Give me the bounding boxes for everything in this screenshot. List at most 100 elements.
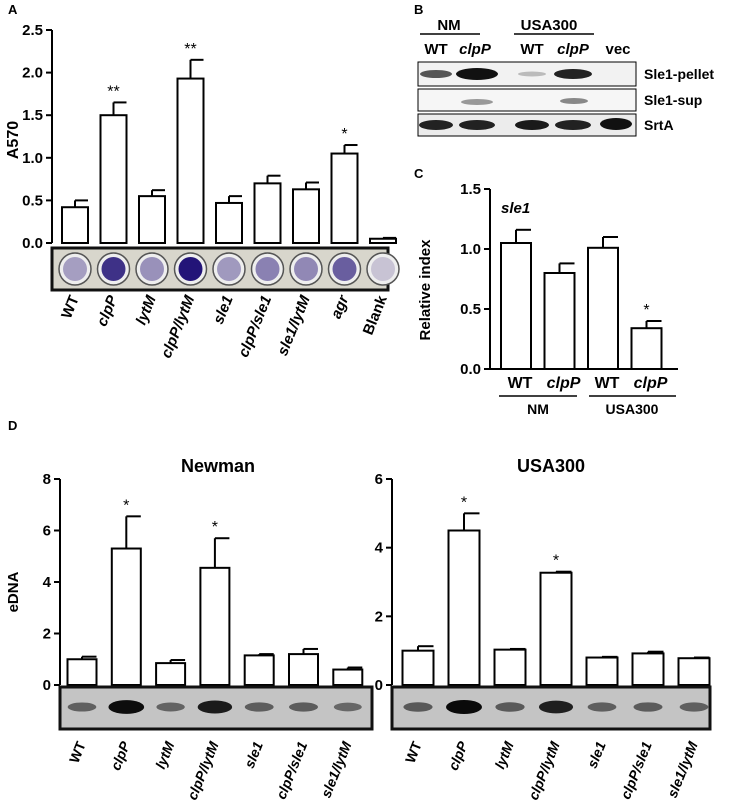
- gel-band: [538, 700, 574, 714]
- d-usa300-x-label: WT: [402, 739, 425, 766]
- blot-lane-1: WT: [424, 41, 447, 58]
- a-significance: **: [107, 83, 119, 100]
- a-x-label: clpP: [94, 292, 122, 329]
- well-stain: [294, 257, 318, 281]
- d-usa300-bar: [631, 652, 665, 686]
- band: [419, 120, 453, 130]
- a-y-tick-label: 2.0: [22, 65, 43, 82]
- d-usa300-y-tick-label: 4: [375, 540, 384, 557]
- gel-band: [495, 702, 525, 712]
- a-bar: [138, 195, 166, 244]
- gel-band: [333, 702, 362, 712]
- a-x-label: clpP/sle1: [235, 293, 275, 360]
- d-newman-bar: [155, 662, 187, 686]
- panel-c-chart: Relative index sle1 0.0 0.5 1.0 1.5 * WT clp…: [417, 181, 678, 417]
- well-stain: [178, 257, 203, 281]
- a-significance: *: [341, 126, 347, 143]
- d-newman-x-label: WT: [66, 739, 89, 766]
- panel-c-ylabel: Relative index: [417, 239, 434, 341]
- d-usa300-x-label: sle1: [584, 739, 609, 770]
- c-group-nm: NM: [527, 401, 549, 417]
- d-usa300-bar: [677, 657, 711, 686]
- blot-lane-3: WT: [520, 41, 543, 58]
- d-usa300-significance: *: [461, 494, 467, 511]
- panel-letter-c: C: [414, 166, 424, 181]
- c-group-usa300: USA300: [606, 401, 659, 417]
- d-newman-significance: *: [212, 519, 218, 536]
- blot-row-label-srta: SrtA: [644, 117, 674, 133]
- gel-band: [156, 702, 185, 712]
- d-usa300-x-label: clpP: [445, 739, 471, 773]
- d-usa300-bar: [401, 649, 435, 687]
- panel-a-chart: A570 0.00.51.01.52.02.5 ***** WT clpP lytM…: [5, 22, 400, 361]
- a-x-label: sle1: [210, 293, 237, 326]
- gel-band: [197, 700, 233, 714]
- band: [555, 120, 591, 130]
- band: [420, 70, 452, 78]
- a-y-tick-label: 0.5: [22, 192, 43, 209]
- d-usa300-bar: [447, 529, 481, 686]
- well-stain: [255, 257, 280, 281]
- a-y-tick-label: 2.5: [22, 22, 43, 39]
- a-y-tick-label: 0.0: [22, 235, 43, 252]
- gel-band: [244, 702, 274, 712]
- a-bar: [215, 201, 243, 244]
- c-y-tick-label: 0.5: [460, 301, 481, 318]
- d-newman-significance: *: [123, 497, 129, 514]
- gel-band: [679, 702, 709, 712]
- well-stain: [101, 257, 126, 281]
- d-newman-x-label: clpP: [107, 739, 133, 773]
- c-y-tick-label: 1.0: [460, 241, 481, 258]
- d-newman-y-tick-label: 2: [43, 626, 51, 643]
- a-x-label: WT: [58, 293, 83, 321]
- d-usa300-x-label: clpP/sle1: [617, 739, 655, 801]
- band: [456, 68, 498, 80]
- well-stain: [217, 257, 241, 281]
- c-x-label: clpP: [634, 375, 668, 392]
- d-usa300-bar: [539, 571, 573, 686]
- gel-band: [289, 702, 318, 712]
- band: [518, 71, 546, 77]
- d-newman-y-tick-label: 0: [43, 677, 51, 694]
- gel-band: [67, 702, 97, 712]
- blot-lane-4: clpP: [557, 41, 590, 58]
- gel-band: [587, 702, 617, 712]
- d-usa300-x-label: lytM: [491, 739, 516, 771]
- band: [600, 118, 632, 130]
- d-newman-x-label: clpP/lytM: [184, 739, 222, 802]
- c-significance: *: [643, 302, 649, 319]
- d-newman-x-label: sle1: [241, 739, 266, 770]
- blot-row-label-sup: Sle1-sup: [644, 92, 702, 108]
- band: [554, 69, 592, 79]
- panel-letter-a: A: [8, 2, 18, 17]
- panel-a-ylabel: A570: [5, 121, 22, 159]
- panel-d-left-title: Newman: [181, 456, 255, 476]
- panel-b-blot: NM USA300 WT clpP WT clpP vec Sle1-pelle…: [417, 17, 714, 137]
- panel-d-ylabel: eDNA: [5, 571, 22, 612]
- d-newman-bar: [199, 566, 231, 687]
- panel-d-charts: eDNA Newman USA300 0 2 4 6 8 * * 0 2 4 6 * * WT clpP…: [5, 456, 712, 802]
- a-bar: [99, 114, 128, 244]
- a-bar: [176, 77, 205, 245]
- well-stain: [63, 257, 87, 281]
- a-significance: **: [184, 41, 196, 58]
- d-usa300-bar: [493, 648, 527, 686]
- well-stain: [332, 257, 357, 281]
- c-y-tick-label: 0.0: [460, 361, 481, 378]
- d-newman-bar: [66, 658, 98, 686]
- band: [515, 120, 549, 130]
- a-x-label: clpP/lytM: [158, 293, 199, 361]
- blot-lane-5: vec: [605, 41, 630, 58]
- a-bar: [292, 188, 320, 245]
- c-y-tick-label: 1.5: [460, 181, 481, 198]
- a-x-label: Blank: [360, 293, 391, 338]
- well-stain: [140, 257, 164, 281]
- d-newman-x-label: clpP/sle1: [273, 739, 311, 801]
- band: [459, 120, 495, 130]
- c-x-label: WT: [508, 375, 533, 392]
- a-bar: [253, 182, 282, 244]
- a-bar: [369, 237, 397, 245]
- d-usa300-x-label: clpP/lytM: [525, 739, 563, 802]
- d-usa300-x-label: sle1/lytM: [664, 739, 701, 800]
